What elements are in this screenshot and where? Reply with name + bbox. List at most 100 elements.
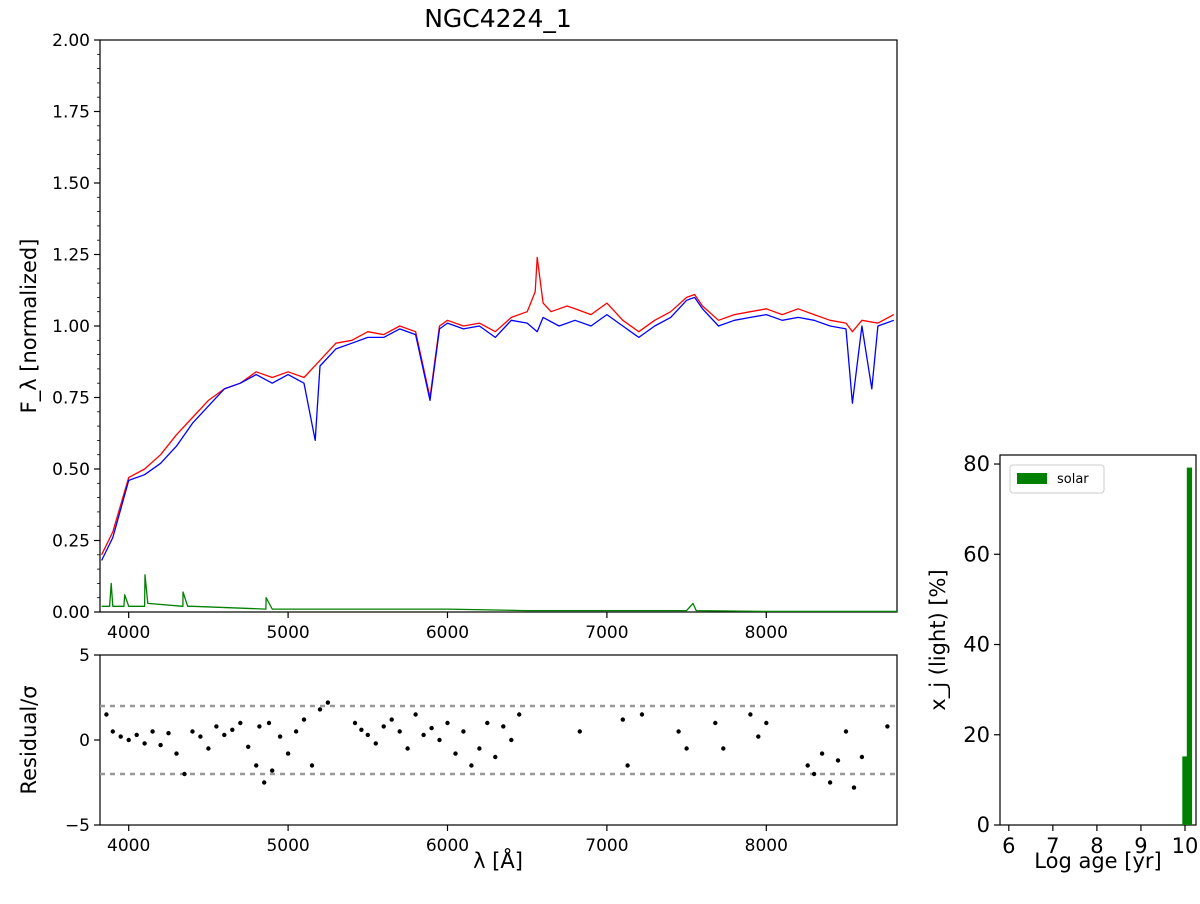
residual-point — [238, 720, 243, 726]
age-y-tick-label: 80 — [963, 452, 990, 476]
spectrum-y-tick-label: 1.75 — [52, 103, 90, 123]
age-legend-swatch — [1017, 473, 1047, 484]
residual-y-tick-label: −5 — [65, 816, 90, 836]
residual-point — [835, 758, 841, 763]
residual-point — [104, 712, 109, 717]
residual-point — [620, 717, 625, 722]
spectrum-x-tick-label: 8000 — [745, 623, 788, 643]
residual-point — [142, 741, 147, 746]
age-y-axis-label: x_j (light) [%] — [926, 569, 951, 710]
age-x-tick-label: 9 — [1134, 834, 1147, 858]
spectrum-y-axis-label: F_λ [normalized] — [17, 239, 42, 414]
residual-point — [381, 724, 386, 729]
residual-point — [639, 712, 645, 717]
residual-point — [461, 729, 466, 734]
residual-point — [477, 746, 482, 751]
residual-x-ticks: 4000 5000 6000 7000 8000 — [107, 825, 788, 856]
residual-point — [713, 720, 718, 726]
residual-x-tick-label: 7000 — [585, 836, 628, 856]
chart-title: NGC4224_1 — [424, 4, 572, 33]
age-bars-group — [1182, 467, 1193, 825]
spectrum-x-tick-label: 4000 — [107, 623, 150, 643]
residual-point — [110, 729, 116, 734]
spectrum-y-tick-label: 1.50 — [52, 174, 90, 194]
age-y-tick-label: 0 — [977, 813, 990, 837]
residual-points-group — [104, 700, 890, 790]
spectrum-panel: 0.00 0.25 0.50 0.75 1.00 1.25 1.50 1.75 2.00 400… — [17, 31, 898, 643]
age-panel: 0 20 40 60 80 6 7 8 9 10 solar x_j (light) [%] L… — [926, 452, 1198, 873]
residual-point — [230, 727, 235, 732]
residual-y-axis-label: Residual/σ — [17, 685, 41, 794]
residual-point — [365, 732, 370, 738]
residual-point — [150, 729, 155, 734]
age-bar — [1186, 467, 1193, 825]
spectrum-x-tick-label: 7000 — [585, 623, 628, 643]
residual-point — [134, 732, 139, 738]
residual-point — [214, 724, 219, 729]
residual-point — [389, 717, 394, 722]
residual-x-tick-label: 4000 — [107, 836, 150, 856]
residual-point — [262, 780, 267, 785]
residual-point — [819, 751, 825, 756]
residual-point — [413, 712, 418, 717]
age-x-tick-label: 8 — [1090, 834, 1103, 858]
spectrum-x-tick-label: 5000 — [266, 623, 309, 643]
spectrum-series-line-2 — [101, 296, 895, 561]
spectrum-x-ticks: 4000 5000 6000 7000 8000 — [107, 612, 788, 643]
residual-point — [501, 724, 506, 729]
residual-point — [851, 785, 857, 790]
residual-point — [485, 720, 490, 726]
residual-axes-frame — [99, 654, 898, 826]
residual-point — [277, 734, 283, 739]
residual-point — [397, 729, 402, 734]
residual-point — [198, 734, 203, 739]
residual-point — [756, 734, 761, 739]
age-legend-box — [1009, 464, 1105, 494]
residual-point — [206, 746, 211, 751]
residual-point — [190, 729, 195, 734]
spectrum-axes-frame — [99, 39, 898, 613]
residual-y-tick-label: 0 — [79, 731, 90, 751]
residual-point — [359, 727, 364, 732]
age-x-ticks: 6 7 8 9 10 — [1002, 825, 1198, 858]
residual-point — [118, 734, 123, 739]
residual-point — [625, 763, 630, 768]
residual-point — [676, 729, 681, 734]
residual-point — [405, 746, 410, 751]
residual-point — [843, 729, 849, 734]
residual-y-tick-label: 5 — [79, 646, 90, 666]
age-x-tick-label: 6 — [1002, 834, 1015, 858]
age-axes-frame — [999, 454, 1197, 826]
residual-point — [166, 731, 171, 736]
age-y-ticks: 0 20 40 60 80 — [963, 452, 1000, 837]
spectrum-y-tick-label: 1.00 — [52, 317, 90, 337]
residual-x-tick-label: 6000 — [426, 836, 469, 856]
residual-point — [885, 724, 890, 729]
age-x-axis-label: Log age [yr] — [1034, 849, 1161, 873]
residual-point — [429, 725, 434, 731]
spectrum-y-tick-label: 0.25 — [52, 532, 90, 552]
residual-point — [257, 724, 262, 729]
residual-point — [373, 741, 378, 746]
residual-point — [158, 742, 163, 748]
spectrum-y-tick-label: 0.50 — [52, 460, 90, 480]
age-y-tick-label: 60 — [963, 542, 990, 566]
residual-point — [859, 754, 865, 760]
residual-y-ticks: 5 0 −5 — [65, 646, 100, 836]
residual-panel: 5 0 −5 4000 5000 6000 7000 8000 Residual/σ λ [… — [17, 646, 898, 873]
spectrum-y-tick-label: 1.25 — [52, 246, 90, 266]
residual-point — [437, 737, 442, 743]
spectrum-series-group — [101, 256, 897, 612]
residual-point — [352, 720, 358, 726]
residual-point — [421, 732, 426, 738]
residual-point — [517, 712, 522, 717]
age-y-tick-label: 20 — [963, 723, 990, 747]
residual-point — [684, 746, 689, 751]
residual-point — [325, 700, 331, 705]
residual-point — [174, 751, 179, 756]
residual-point — [805, 763, 810, 768]
age-x-tick-label: 10 — [1172, 834, 1199, 858]
residual-point — [827, 780, 833, 785]
age-legend: solar — [1009, 464, 1105, 494]
